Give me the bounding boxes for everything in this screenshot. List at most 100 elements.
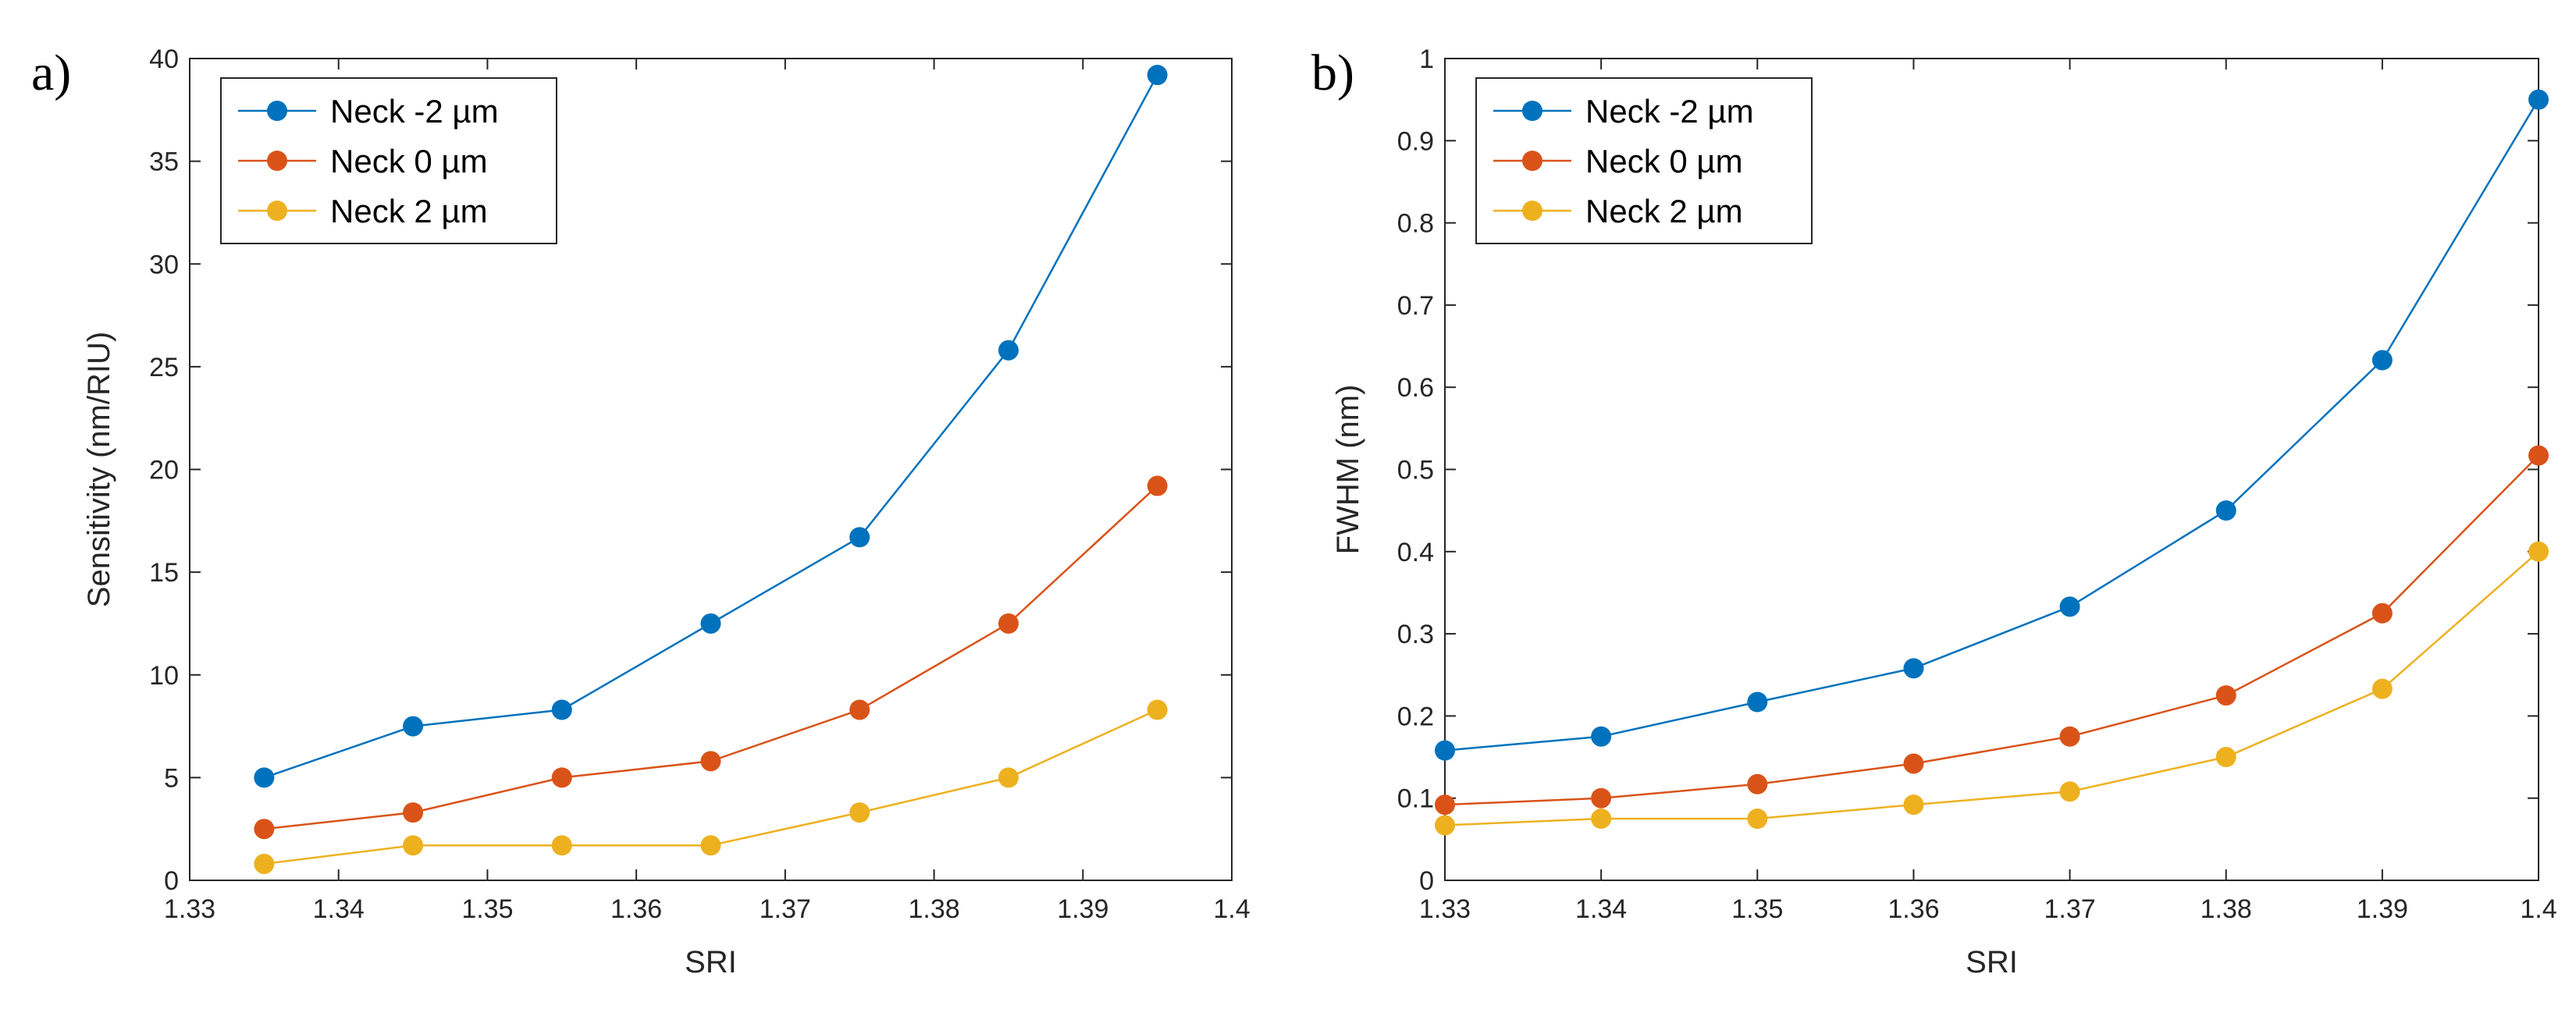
y-tick-label: 25 — [149, 353, 179, 382]
data-point — [403, 835, 424, 856]
y-tick-label: 0.2 — [1397, 702, 1434, 731]
data-point — [700, 613, 721, 634]
x-tick-label: 1.4 — [1213, 894, 1250, 924]
series-line-0 — [1444, 99, 2540, 752]
data-point — [2059, 726, 2080, 747]
y-tick-label: 10 — [149, 661, 179, 691]
legend-entry: Neck 2 µm — [1585, 193, 1743, 229]
y-tick-label: 0.5 — [1397, 456, 1434, 485]
data-point — [2528, 89, 2549, 110]
panel-label: a) — [31, 44, 71, 101]
x-tick-label: 1.34 — [313, 894, 365, 924]
data-point — [1147, 699, 1168, 720]
y-tick-label: 0.4 — [1397, 538, 1434, 567]
legend-marker — [267, 201, 287, 221]
data-point — [551, 699, 572, 720]
x-tick-label: 1.33 — [1419, 894, 1471, 924]
y-tick-label: 30 — [149, 250, 179, 279]
chart-panel-b: b) 1.33 1.34 1.35 1.36 1.37 1.38 1.39 1.4 0 0.1 0.2… — [1311, 44, 2557, 979]
data-point — [254, 767, 275, 788]
x-tick-label: 1.33 — [164, 894, 215, 924]
data-point — [2528, 445, 2549, 466]
data-point — [403, 802, 424, 823]
legend-entry: Neck -2 µm — [1585, 93, 1754, 130]
data-point — [1903, 753, 1924, 774]
data-point — [1591, 787, 1612, 809]
legend: Neck -2 µm Neck 0 µm Neck 2 µm — [220, 77, 557, 244]
y-tick-label: 0.3 — [1397, 620, 1434, 649]
data-point — [2059, 781, 2080, 802]
legend: Neck -2 µm Neck 0 µm Neck 2 µm — [1475, 77, 1813, 244]
legend-marker — [267, 151, 287, 171]
data-point — [2371, 350, 2393, 371]
data-point — [1435, 794, 1455, 816]
data-point — [1903, 658, 1924, 679]
data-point — [1147, 475, 1168, 496]
x-tick-label: 1.34 — [1575, 894, 1627, 924]
y-tick-label: 20 — [149, 456, 179, 485]
data-point — [1147, 65, 1168, 86]
data-point — [254, 853, 275, 874]
y-tick-label: 40 — [149, 44, 179, 74]
data-point — [1435, 815, 1455, 836]
x-tick-label: 1.37 — [2044, 894, 2095, 924]
y-tick-label: 0.1 — [1397, 784, 1434, 814]
y-tick-label: 0 — [164, 866, 179, 896]
data-point — [2059, 596, 2080, 617]
x-tick-label: 1.36 — [610, 894, 662, 924]
data-point — [1747, 809, 1768, 830]
data-point — [254, 819, 275, 840]
legend-entry: Neck 2 µm — [330, 193, 488, 229]
x-axis-label: SRI — [685, 945, 737, 979]
y-tick-label: 0 — [1419, 866, 1434, 896]
data-point — [1747, 773, 1768, 794]
x-tick-label: 1.39 — [1057, 894, 1108, 924]
data-point — [2371, 678, 2393, 699]
x-tick-label: 1.38 — [2201, 894, 2252, 924]
x-tick-label: 1.39 — [2357, 894, 2408, 924]
x-tick-label: 1.38 — [908, 894, 959, 924]
y-tick-label: 15 — [149, 558, 179, 588]
x-tick-label: 1.35 — [1731, 894, 1783, 924]
legend-entry: Neck 0 µm — [1585, 143, 1743, 179]
data-point — [700, 751, 721, 772]
y-tick-label: 0.7 — [1397, 291, 1434, 321]
y-tick-label: 0.8 — [1397, 209, 1434, 239]
data-point — [2215, 685, 2236, 706]
data-point — [403, 716, 424, 737]
y-tick-label: 1 — [1419, 44, 1434, 74]
data-point — [1903, 794, 1924, 816]
data-point — [551, 767, 572, 788]
data-point — [551, 835, 572, 856]
x-tick-label: 1.35 — [461, 894, 513, 924]
x-tick-label: 1.4 — [2520, 894, 2556, 924]
y-tick-label: 5 — [164, 763, 179, 793]
chart-panel-a: a) 1.33 1.34 1.35 1.36 1.37 1.38 1.39 1.4 0 5 10 15 2… — [31, 44, 1251, 979]
x-tick-label: 1.37 — [760, 894, 811, 924]
data-point — [849, 699, 870, 720]
legend-marker — [1522, 151, 1542, 171]
legend-entry: Neck 0 µm — [330, 143, 488, 179]
data-point — [700, 835, 721, 856]
y-axis-label: Sensitivity (nm/RIU) — [82, 332, 116, 607]
y-axis-label: FWHM (nm) — [1331, 385, 1365, 555]
data-point — [2215, 500, 2236, 521]
series-line-1 — [1444, 454, 2539, 806]
series-line-2 — [1444, 550, 2539, 826]
data-point — [1435, 740, 1455, 761]
data-point — [1591, 726, 1612, 747]
y-tick-label: 35 — [149, 148, 179, 177]
legend-marker — [267, 101, 287, 121]
panel-label: b) — [1311, 44, 1354, 101]
data-point — [998, 767, 1019, 788]
legend-marker — [1522, 101, 1542, 121]
data-point — [2528, 541, 2549, 562]
data-point — [998, 339, 1019, 361]
x-axis-label: SRI — [1966, 945, 2018, 979]
data-point — [2215, 747, 2236, 768]
y-tick-label: 0.9 — [1397, 126, 1434, 156]
y-tick-label: 0.6 — [1397, 373, 1434, 403]
data-point — [998, 613, 1019, 634]
data-point — [1747, 691, 1768, 713]
